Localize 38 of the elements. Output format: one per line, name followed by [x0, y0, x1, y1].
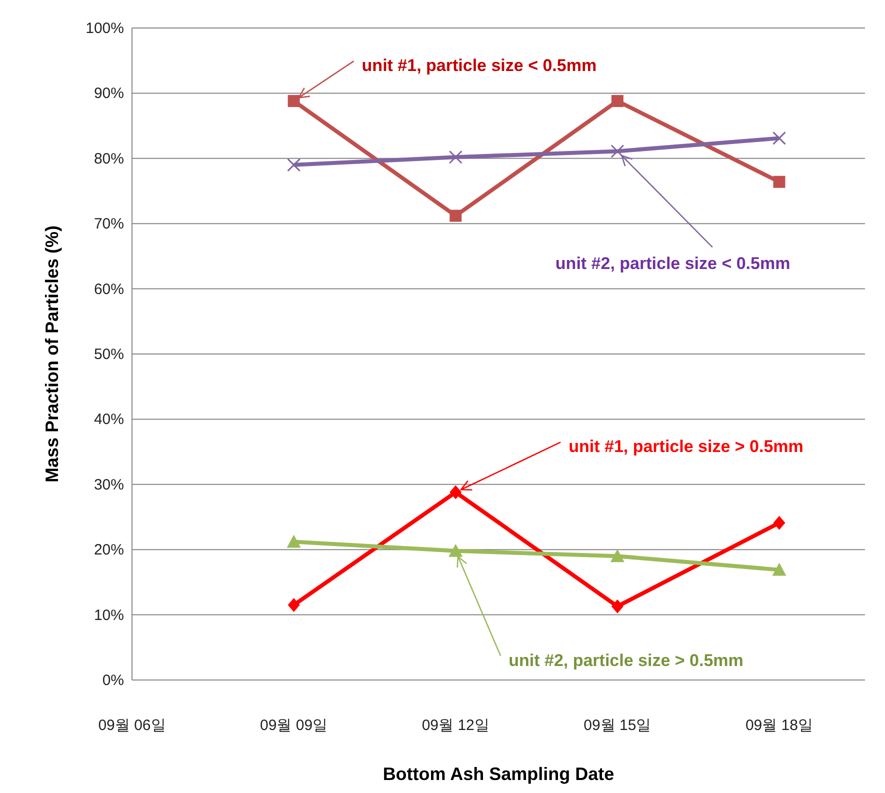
point [772, 562, 786, 576]
y-tick-label: 100% [86, 20, 124, 37]
y-tick-label: 50% [94, 346, 124, 363]
y-tick-label: 40% [94, 411, 124, 428]
point [450, 485, 462, 500]
point [611, 95, 624, 108]
point [610, 549, 624, 562]
y-tick-label: 0% [102, 672, 124, 689]
point [611, 599, 624, 614]
y-tick-label: 20% [94, 542, 124, 559]
x-tick-label: 09월 09일 [260, 717, 328, 734]
y-tick-label: 70% [94, 216, 124, 233]
annotation: unit #2, particle size > 0.5mm [508, 650, 744, 670]
point [610, 144, 624, 158]
annotation: unit #1, particle size < 0.5mm [362, 56, 597, 76]
point [448, 150, 462, 164]
y-tick-label: 10% [94, 606, 124, 624]
y-tick-label: 80% [94, 150, 124, 168]
y-tick-label: 90% [94, 85, 124, 102]
point [773, 176, 786, 188]
point [287, 158, 301, 172]
point [286, 534, 301, 548]
point [288, 598, 300, 612]
x-tick-label: 09월 15일 [584, 717, 652, 734]
annotation: unit #1, particle size > 0.5mm [568, 437, 804, 456]
point [772, 131, 786, 145]
x-tick-label: 09월 18일 [745, 717, 814, 734]
point [448, 544, 463, 557]
x-tick-label: 09월 12일 [422, 717, 490, 734]
y-tick-label: 60% [94, 280, 124, 298]
point [450, 210, 462, 222]
y-axis-title: Mass Praction of Particles (%) [42, 225, 62, 483]
x-axis-title: Bottom Ash Sampling Date [382, 764, 614, 784]
point [288, 95, 300, 108]
y-tick-label: 30% [94, 476, 124, 494]
annotation: unit #2, particle size < 0.5mm [555, 254, 790, 274]
x-tick-label: 09월 06일 [98, 717, 166, 734]
point [773, 516, 786, 530]
